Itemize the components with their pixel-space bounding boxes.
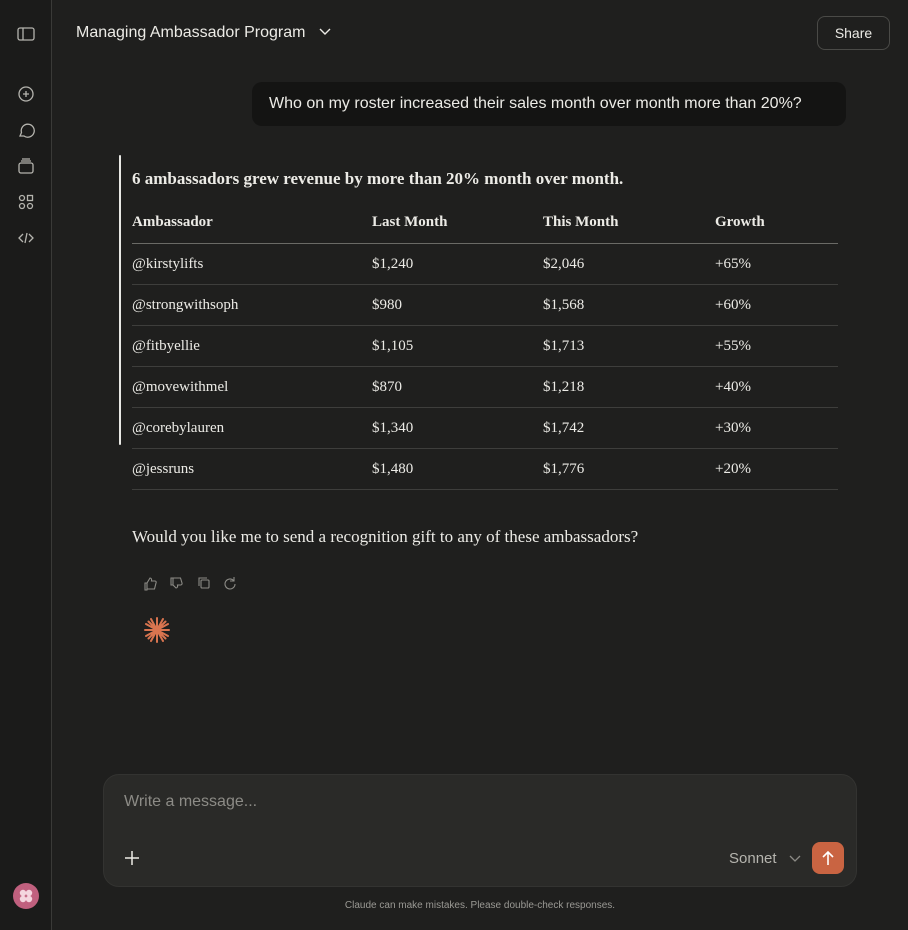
table-cell: $1,742 [543,420,585,436]
retry[interactable] [224,577,236,590]
thumbs-up[interactable] [144,577,157,591]
composer: Write a message... Sonnet [103,774,857,887]
table-cell: $2,046 [543,256,585,272]
disclaimer: Claude can make mistakes. Please double-… [344,900,616,911]
table-cell: $1,105 [372,338,414,354]
message-actions [144,577,236,591]
model-selector[interactable]: Sonnet [729,850,801,867]
sidebar [0,0,52,930]
projects-icon[interactable] [17,157,35,175]
thumbs-down[interactable] [170,577,183,589]
table-cell: @strongwithsoph [132,297,239,313]
model-chevron [789,855,801,862]
table-cell: $1,240 [372,256,414,272]
claude-spark [144,617,170,643]
table-row: @corebylauren $1,340 $1,742 +30% [132,408,838,449]
table-row: @fitbyellie $1,105 $1,713 +55% [132,326,838,367]
table-cell: +60% [715,297,751,313]
message-input[interactable]: Write a message... [124,793,258,810]
new-chat-icon[interactable] [17,85,35,103]
results-table: Ambassador Last Month This Month Growth @kir… [132,202,838,490]
table-row: @kirstylifts $1,240 $2,046 +65% [132,244,838,285]
column-header: Ambassador [132,214,213,230]
table-row: @jessruns $1,480 $1,776 +20% [132,449,838,490]
table-cell: +55% [715,338,751,354]
table-cell: $1,480 [372,461,414,477]
table-cell: +30% [715,420,751,436]
model-name: Sonnet [729,850,777,867]
quote-bar [119,155,121,445]
send-button[interactable] [812,842,844,874]
sidebar-toggle[interactable] [17,26,35,42]
user-message: Who on my roster increased their sales m… [252,82,846,126]
table-cell: $1,568 [543,297,585,313]
table-row: @strongwithsoph $980 $1,568 +60% [132,285,838,326]
table-header-row: Ambassador Last Month This Month Growth [132,202,838,244]
table-row: @movewithmel $870 $1,218 +40% [132,367,838,408]
code-icon[interactable] [17,229,35,247]
table-cell: $870 [372,379,402,395]
column-header: Last Month [372,214,448,230]
artifacts-icon[interactable] [17,193,35,211]
table-cell: +20% [715,461,751,477]
chats-icon[interactable] [17,121,35,139]
table-cell: @jessruns [132,461,195,477]
table-cell: @fitbyellie [132,338,200,354]
table-cell: +40% [715,379,751,395]
table-cell: $1,218 [543,379,585,395]
table-cell: @kirstylifts [132,256,204,272]
title-chevron [319,28,331,35]
response-heading: 6 ambassadors grew revenue by more than … [132,169,624,188]
avatar[interactable] [12,882,40,910]
table-cell: @movewithmel [132,379,229,395]
table-cell: $1,340 [372,420,414,436]
followup-text: Would you like me to send a recognition … [132,527,639,546]
share-button[interactable]: Share [817,16,890,50]
column-header: Growth [715,214,765,230]
add-button[interactable] [124,850,140,866]
chat-title-text: Managing Ambassador Program [76,24,306,41]
chat-title[interactable]: Managing Ambassador Program [76,24,332,42]
table-cell: @corebylauren [132,420,225,436]
table-cell: $1,776 [543,461,585,477]
table-cell: $1,713 [543,338,585,354]
table-cell: $980 [372,297,402,313]
column-header: This Month [543,214,619,230]
copy[interactable] [198,577,210,589]
table-cell: +65% [715,256,751,272]
